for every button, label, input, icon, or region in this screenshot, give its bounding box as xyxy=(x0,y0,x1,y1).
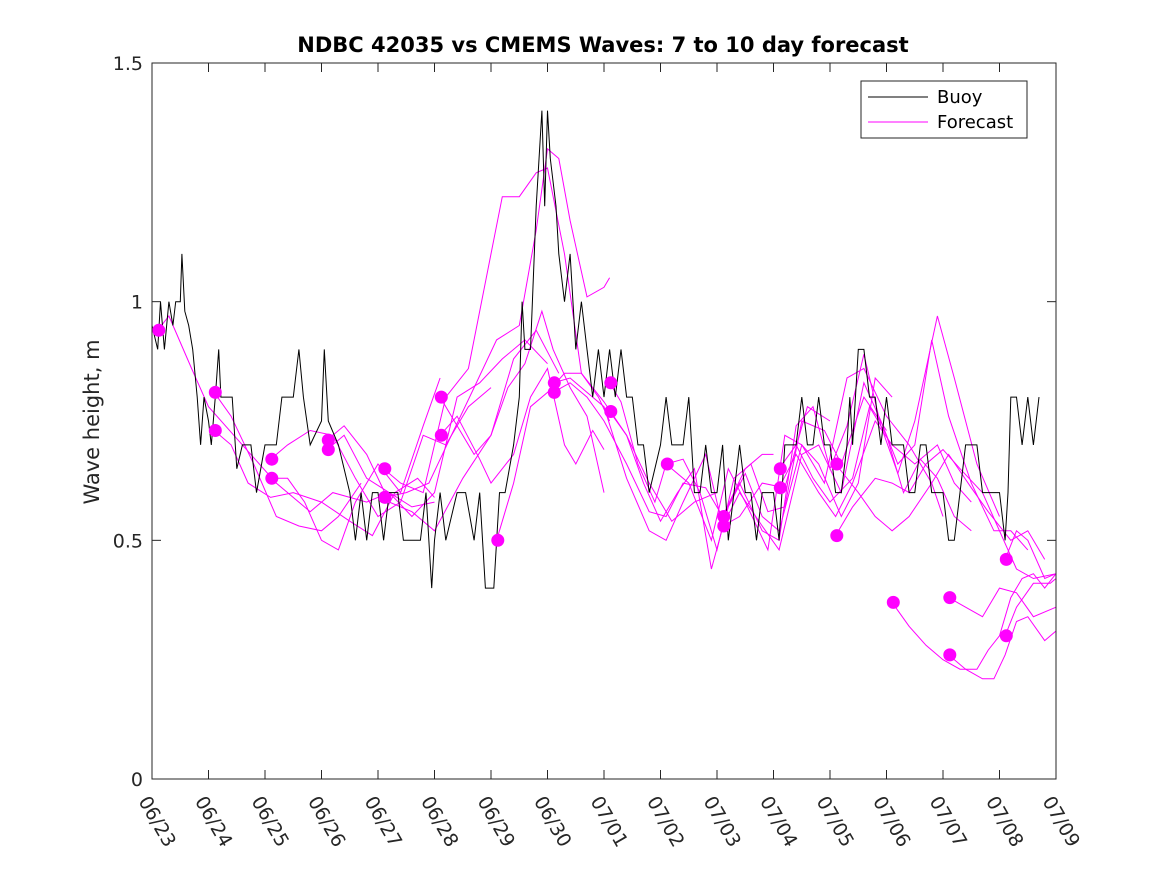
buoy-line xyxy=(151,110,1040,589)
forecast-line-25 xyxy=(948,616,1057,680)
legend: Buoy Forecast xyxy=(860,80,1028,139)
forecast-start-marker-26 xyxy=(999,552,1013,566)
forecast-series-group xyxy=(157,147,1057,680)
forecast-start-marker-10 xyxy=(434,428,448,442)
forecast-line-1 xyxy=(213,392,362,532)
forecast-start-marker-15 xyxy=(604,405,618,418)
forecast-start-marker-23 xyxy=(886,595,900,609)
forecast-start-marker-8 xyxy=(378,490,392,504)
forecast-line-9 xyxy=(439,309,605,493)
forecast-start-marker-9 xyxy=(434,390,448,404)
forecast-start-marker-16 xyxy=(660,457,674,471)
forecast-start-marker-24 xyxy=(943,591,957,605)
forecast-line-16 xyxy=(665,367,944,552)
legend-box xyxy=(860,80,1028,139)
legend-buoy-label: Buoy xyxy=(937,87,983,108)
forecast-start-marker-1 xyxy=(208,385,222,399)
forecast-start-marker-13 xyxy=(547,385,561,399)
forecast-start-marker-18 xyxy=(717,519,731,533)
legend-forecast-label: Forecast xyxy=(937,112,1013,133)
forecast-start-marker-11 xyxy=(491,533,505,547)
forecast-line-24 xyxy=(948,587,1057,618)
forecast-start-marker-27 xyxy=(999,629,1013,643)
y-tick-label: 1 xyxy=(131,292,143,314)
forecast-start-marker-19 xyxy=(773,462,787,476)
forecast-start-marker-3 xyxy=(265,452,279,466)
forecast-line-15 xyxy=(609,376,893,570)
forecast-start-marker-4 xyxy=(265,471,279,485)
forecast-line-10 xyxy=(439,367,605,485)
forecast-start-marker-5 xyxy=(321,433,335,447)
y-axis-label: Wave height, m xyxy=(80,339,104,504)
forecast-start-marker-2 xyxy=(208,424,222,437)
forecast-start-marker-22 xyxy=(830,529,844,543)
forecast-markers-group xyxy=(152,323,1013,662)
forecast-line-20 xyxy=(778,419,972,518)
forecast-line-4 xyxy=(270,377,441,551)
forecast-start-marker-20 xyxy=(773,481,787,495)
buoy-series-group xyxy=(151,110,1040,589)
forecast-line-27 xyxy=(1004,578,1057,636)
forecast-line-23 xyxy=(891,573,1057,670)
y-tick-label: 0.5 xyxy=(113,530,143,552)
forecast-start-marker-14 xyxy=(604,376,618,390)
forecast-line-7 xyxy=(383,167,611,494)
chart-title: NDBC 42035 vs CMEMS Waves: 7 to 10 day f… xyxy=(297,33,908,57)
forecast-start-marker-17 xyxy=(717,510,731,523)
forecast-start-marker-12 xyxy=(547,376,561,390)
forecast-start-marker-21 xyxy=(830,457,844,471)
y-tick-label: 0 xyxy=(131,769,143,791)
forecast-start-marker-0 xyxy=(152,323,166,337)
y-tick-label: 1.5 xyxy=(113,53,143,75)
forecast-line-6 xyxy=(326,339,548,518)
forecast-line-26 xyxy=(1004,529,1057,580)
forecast-line-8 xyxy=(383,147,611,498)
forecast-start-marker-25 xyxy=(943,648,957,662)
forecast-line-22 xyxy=(835,448,1057,580)
forecast-start-marker-6 xyxy=(321,443,335,457)
forecast-start-marker-7 xyxy=(378,462,392,476)
